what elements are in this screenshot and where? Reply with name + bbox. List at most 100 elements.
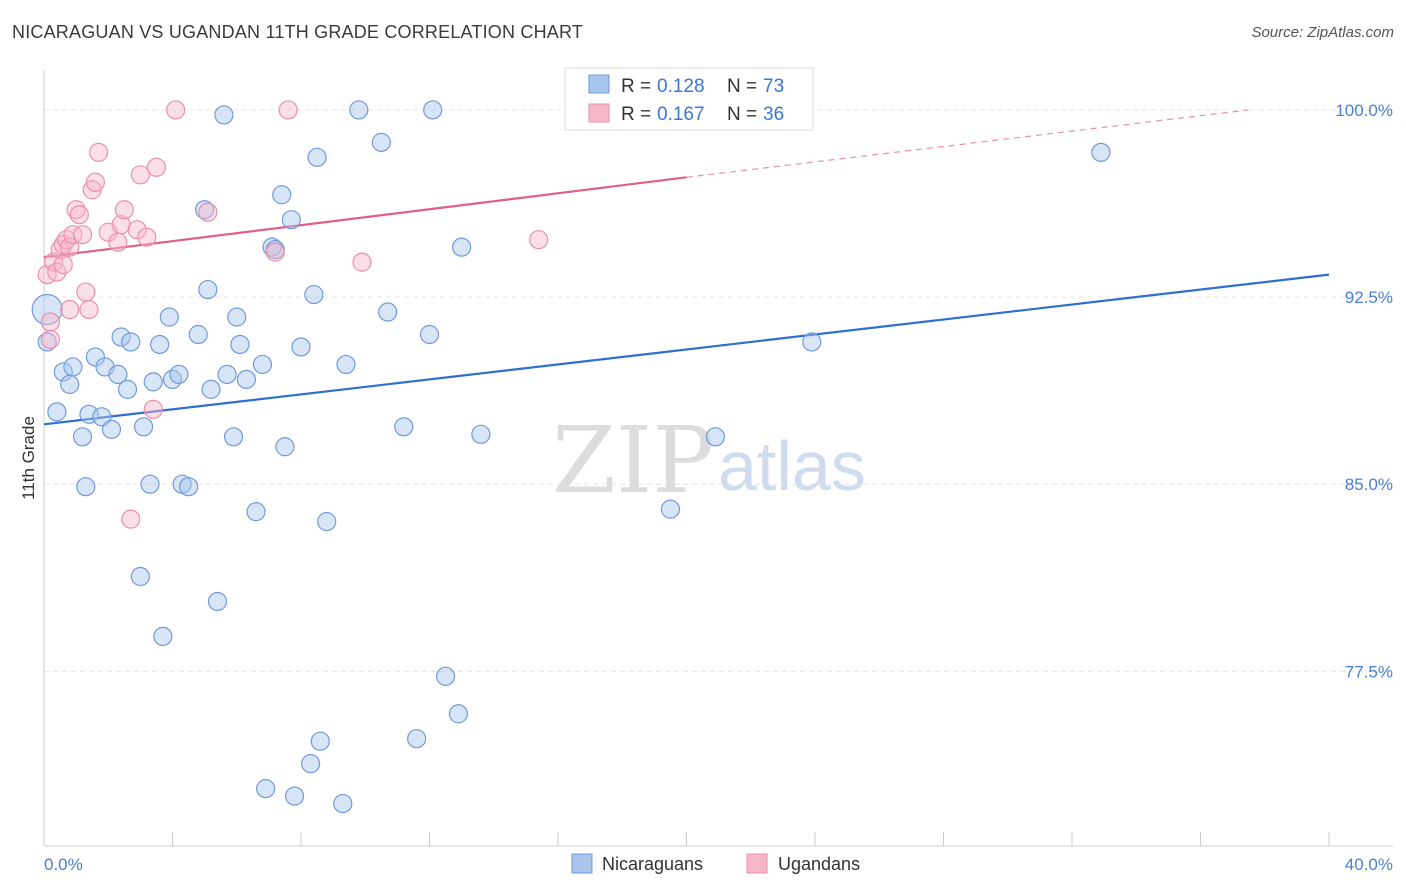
point-nicaraguans <box>223 427 244 447</box>
point-nicaraguans <box>63 357 83 377</box>
point-nicaraguans <box>217 364 237 385</box>
point-nicaraguans <box>452 237 472 257</box>
point-nicaraguans <box>333 793 353 814</box>
point-nicaraguans <box>310 731 330 751</box>
point-nicaraguans <box>53 362 73 382</box>
point-nicaraguans <box>660 499 681 519</box>
point-nicaraguans <box>407 729 427 749</box>
point-nicaraguans <box>1091 142 1111 162</box>
x-tick-label-min: 0.0% <box>44 855 83 874</box>
series-legend-swatch-ugandans <box>746 853 768 874</box>
point-ugandans <box>76 282 96 302</box>
point-nicaraguans <box>307 147 327 167</box>
point-ugandans <box>278 100 298 120</box>
point-nicaraguans <box>37 332 57 352</box>
point-ugandans <box>89 142 109 162</box>
point-ugandans <box>60 237 80 257</box>
point-ugandans <box>69 205 89 225</box>
point-nicaraguans <box>336 354 356 375</box>
point-ugandans <box>47 262 67 282</box>
point-ugandans <box>114 200 134 220</box>
point-nicaraguans <box>291 337 311 357</box>
trend-line-nicaraguans <box>43 273 1330 426</box>
watermark-zip: ZIP <box>552 407 714 514</box>
point-nicaraguans <box>133 417 154 437</box>
point-ugandans <box>127 220 147 240</box>
chart-title: NICARAGUAN VS UGANDAN 11TH GRADE CORRELA… <box>12 22 584 42</box>
series-nicaraguans <box>31 100 1111 814</box>
point-nicaraguans <box>227 307 247 327</box>
point-nicaraguans <box>108 364 128 385</box>
point-ugandans <box>63 225 83 245</box>
axes <box>43 70 1393 847</box>
gridlines <box>44 109 1393 672</box>
x-tick-label-max: 40.0% <box>1345 855 1393 874</box>
point-ugandans <box>198 202 218 222</box>
y-tick-label: 85.0% <box>1345 475 1393 494</box>
legend-r-value-pink: 0.167 <box>657 104 705 125</box>
point-nicaraguans <box>162 369 183 390</box>
legend-r-label-pink: R = <box>621 104 651 125</box>
watermark-atlas: atlas <box>718 427 866 505</box>
series-legend-label-nicaraguans: Nicaraguans <box>602 854 703 874</box>
legend-swatch-pink <box>588 103 610 123</box>
point-ugandans <box>130 165 150 185</box>
point-nicaraguans <box>159 307 179 327</box>
y-tick-label: 100.0% <box>1335 101 1393 120</box>
point-nicaraguans <box>301 754 321 774</box>
point-ugandans <box>72 225 93 245</box>
point-nicaraguans <box>195 200 215 220</box>
y-axis-tick-labels: 77.5% 85.0% 92.5% 100.0% <box>1335 101 1393 681</box>
point-ugandans <box>53 255 73 275</box>
point-ugandans <box>79 299 99 320</box>
legend-r-value-blue: 0.128 <box>657 76 705 97</box>
point-nicaraguans <box>705 427 726 447</box>
point-nicaraguans <box>140 474 160 494</box>
series-legend: Nicaraguans Ugandans <box>571 853 860 874</box>
point-nicaraguans <box>111 327 131 347</box>
point-ugandans <box>352 252 372 272</box>
point-ugandans <box>85 172 106 192</box>
point-nicaraguans <box>130 566 150 587</box>
point-nicaraguans <box>143 372 163 392</box>
point-nicaraguans <box>281 210 301 230</box>
point-nicaraguans <box>169 364 189 385</box>
point-nicaraguans <box>236 369 256 390</box>
point-nicaraguans <box>304 284 324 305</box>
point-nicaraguans <box>272 185 292 205</box>
point-nicaraguans <box>371 132 391 152</box>
point-ugandans <box>108 232 128 252</box>
point-nicaraguans <box>121 332 141 352</box>
point-ugandans <box>146 157 167 177</box>
point-nicaraguans <box>448 704 469 724</box>
point-nicaraguans <box>153 626 173 647</box>
point-nicaraguans <box>72 427 93 447</box>
legend-r-label-blue: R = <box>621 76 651 97</box>
y-tick-label: 77.5% <box>1345 662 1393 681</box>
point-nicaraguans <box>252 354 273 375</box>
legend-n-value-blue: 73 <box>763 76 784 97</box>
point-nicaraguans <box>150 334 170 355</box>
point-nicaraguans <box>275 437 295 457</box>
y-tick-label: 92.5% <box>1345 288 1393 307</box>
point-nicaraguans <box>378 302 398 322</box>
point-ugandans <box>265 242 285 262</box>
legend-n-label-pink: N = <box>727 104 757 125</box>
point-nicaraguans <box>246 502 266 522</box>
point-nicaraguans <box>471 424 491 444</box>
point-nicaraguans <box>349 100 369 120</box>
point-nicaraguans <box>435 666 456 686</box>
correlation-legend: R = 0.128 N = 73 R = 0.167 N = 36 <box>564 67 814 131</box>
point-ugandans <box>166 100 186 120</box>
point-nicaraguans <box>198 279 218 300</box>
point-nicaraguans <box>117 379 138 399</box>
point-nicaraguans <box>207 591 228 612</box>
point-nicaraguans <box>178 477 199 497</box>
point-ugandans <box>529 230 549 250</box>
point-nicaraguans <box>802 332 822 352</box>
point-nicaraguans <box>214 105 234 125</box>
point-nicaraguans <box>76 477 96 497</box>
point-nicaraguans <box>31 293 63 326</box>
point-ugandans <box>137 227 157 247</box>
